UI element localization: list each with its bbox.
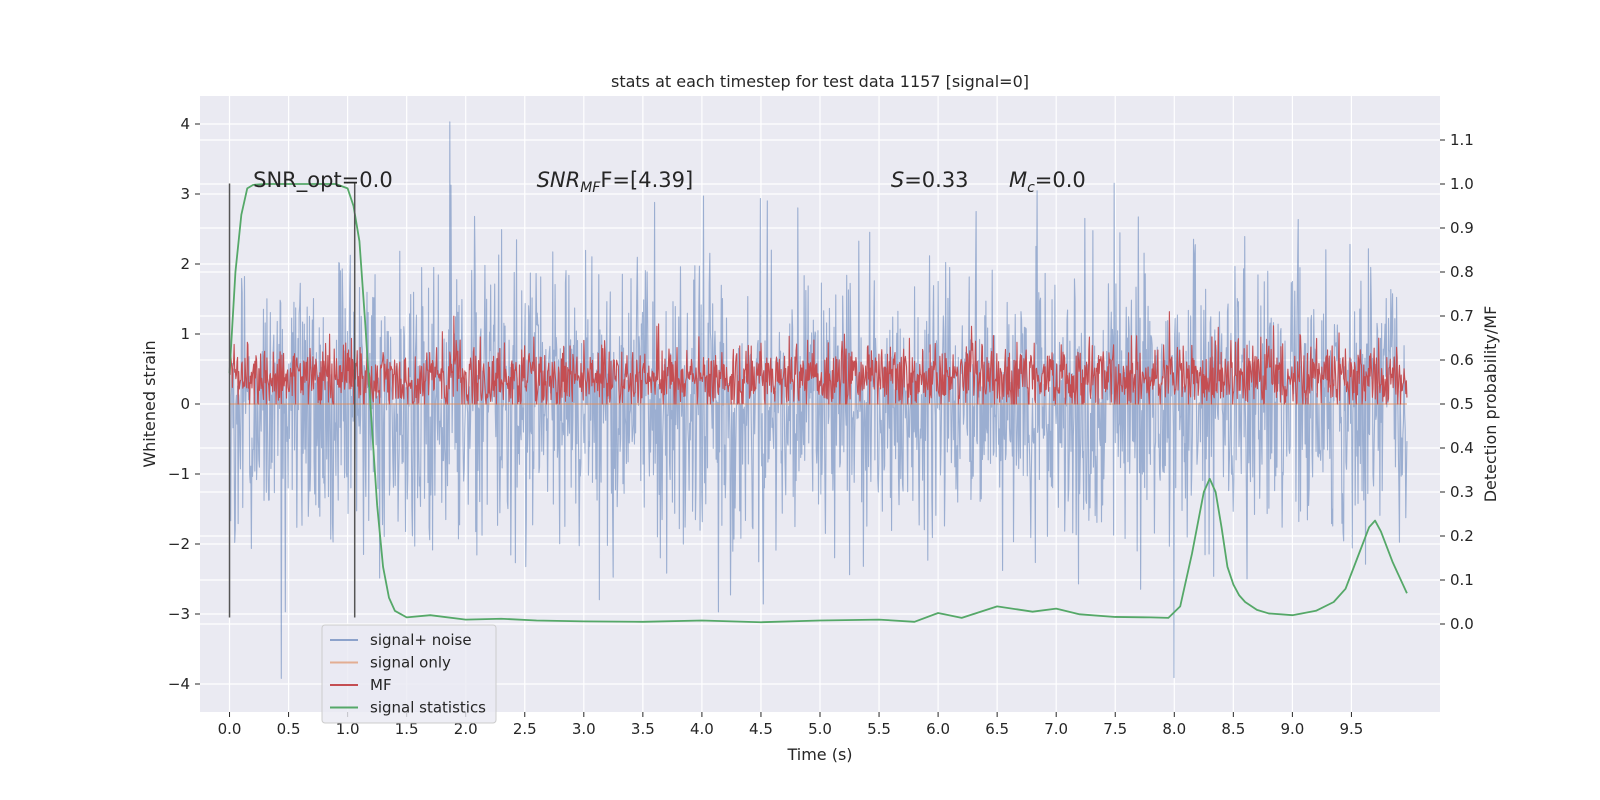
annotation-value: =0.33 — [904, 168, 968, 192]
legend-label: signal+ noise — [370, 631, 472, 649]
y-tick-label: −3 — [168, 605, 190, 623]
annotation-head: S — [891, 168, 904, 192]
x-tick-label: 3.5 — [631, 720, 655, 738]
y-tick-label: 0 — [180, 395, 190, 413]
annotation-text: SNR_opt=0.0 — [253, 168, 393, 193]
y-right-axis-ticks: 0.0 0.1 0.2 0.3 0.4 0.5 0.6 0.7 0.8 0.9 1.0 1.1 — [1440, 131, 1474, 633]
annotation-text: SNRMFF=[4.39] — [537, 168, 694, 196]
y-tick-label: −1 — [168, 465, 190, 483]
annotation-value: F=[4.39] — [600, 168, 693, 192]
x-tick-label: 2.0 — [454, 720, 478, 738]
y-right-tick-label: 1.0 — [1450, 175, 1474, 193]
y-right-tick-label: 0.0 — [1450, 615, 1474, 633]
legend: signal+ noise signal only MF signal statist… — [321, 624, 497, 724]
series-layer — [228, 121, 1408, 679]
vertical-markers — [228, 183, 356, 618]
x-tick-label: 9.0 — [1280, 720, 1304, 738]
x-tick-label: 4.5 — [749, 720, 773, 738]
y-right-tick-label: 0.6 — [1450, 351, 1474, 369]
y-axis-label: Whitened strain — [140, 340, 159, 467]
y-axis-ticks: −4 −3 −2 −1 0 1 2 3 4 — [168, 115, 200, 693]
x-tick-label: 5.5 — [867, 720, 891, 738]
x-tick-label: 1.5 — [395, 720, 419, 738]
y-tick-label: 4 — [180, 115, 190, 133]
x-tick-label: 5.0 — [808, 720, 832, 738]
annotation-text: Mc=0.0 — [1009, 168, 1086, 196]
x-tick-label: 6.5 — [985, 720, 1009, 738]
legend-box — [321, 624, 497, 724]
annotation-value: =0.0 — [1035, 168, 1086, 192]
y-right-tick-label: 1.1 — [1450, 131, 1474, 149]
x-tick-label: 8.5 — [1221, 720, 1245, 738]
annotation-subscript: MF — [580, 180, 601, 196]
y-right-tick-label: 0.2 — [1450, 527, 1474, 545]
legend-label: signal statistics — [370, 699, 486, 717]
legend-label: MF — [370, 676, 392, 694]
series-line-signal-statistics — [228, 183, 1408, 624]
x-tick-label: 6.0 — [926, 720, 950, 738]
x-tick-label: 3.0 — [572, 720, 596, 738]
x-tick-label: 1.0 — [336, 720, 360, 738]
chart-title: stats at each timestep for test data 115… — [611, 72, 1029, 91]
x-tick-label: 2.5 — [513, 720, 537, 738]
y-tick-label: 1 — [180, 325, 190, 343]
legend-label: signal only — [370, 654, 451, 672]
annotation-head: M — [1009, 168, 1027, 192]
x-tick-label: 4.0 — [690, 720, 714, 738]
y-tick-label: 2 — [180, 255, 190, 273]
y-right-tick-label: 0.8 — [1450, 263, 1474, 281]
y-tick-label: −4 — [168, 675, 190, 693]
y-right-axis-label: Detection probability/MF — [1481, 306, 1500, 503]
series-line-mf — [228, 311, 1408, 405]
x-tick-label: 0.0 — [218, 720, 242, 738]
x-tick-label: 8.0 — [1162, 720, 1186, 738]
y-right-tick-label: 0.1 — [1450, 571, 1474, 589]
x-tick-label: 7.0 — [1044, 720, 1068, 738]
x-tick-label: 0.5 — [277, 720, 301, 738]
y-right-tick-label: 0.5 — [1450, 395, 1474, 413]
y-right-tick-label: 0.4 — [1450, 439, 1474, 457]
y-right-tick-label: 0.9 — [1450, 219, 1474, 237]
y-right-tick-label: 0.3 — [1450, 483, 1474, 501]
annotation-text: S=0.33 — [891, 168, 969, 192]
y-tick-label: 3 — [180, 185, 190, 203]
y-right-tick-label: 0.7 — [1450, 307, 1474, 325]
x-axis-ticks: 0.0 0.5 1.0 1.5 2.0 2.5 3.0 3.5 4.0 4.5 5.0 5.5 6.0 6… — [218, 712, 1363, 738]
annotation-subscript: c — [1027, 180, 1035, 196]
annotations: SNR_opt=0.0 SNRMFF=[4.39] S=0.33 Mc=0.0 — [253, 168, 1086, 196]
x-tick-label: 9.5 — [1339, 720, 1363, 738]
annotation-head: SNR_opt=0.0 — [253, 168, 393, 193]
x-tick-label: 7.5 — [1103, 720, 1127, 738]
y-tick-label: −2 — [168, 535, 190, 553]
x-axis-label: Time (s) — [786, 745, 852, 764]
annotation-head: SNR — [537, 168, 581, 192]
